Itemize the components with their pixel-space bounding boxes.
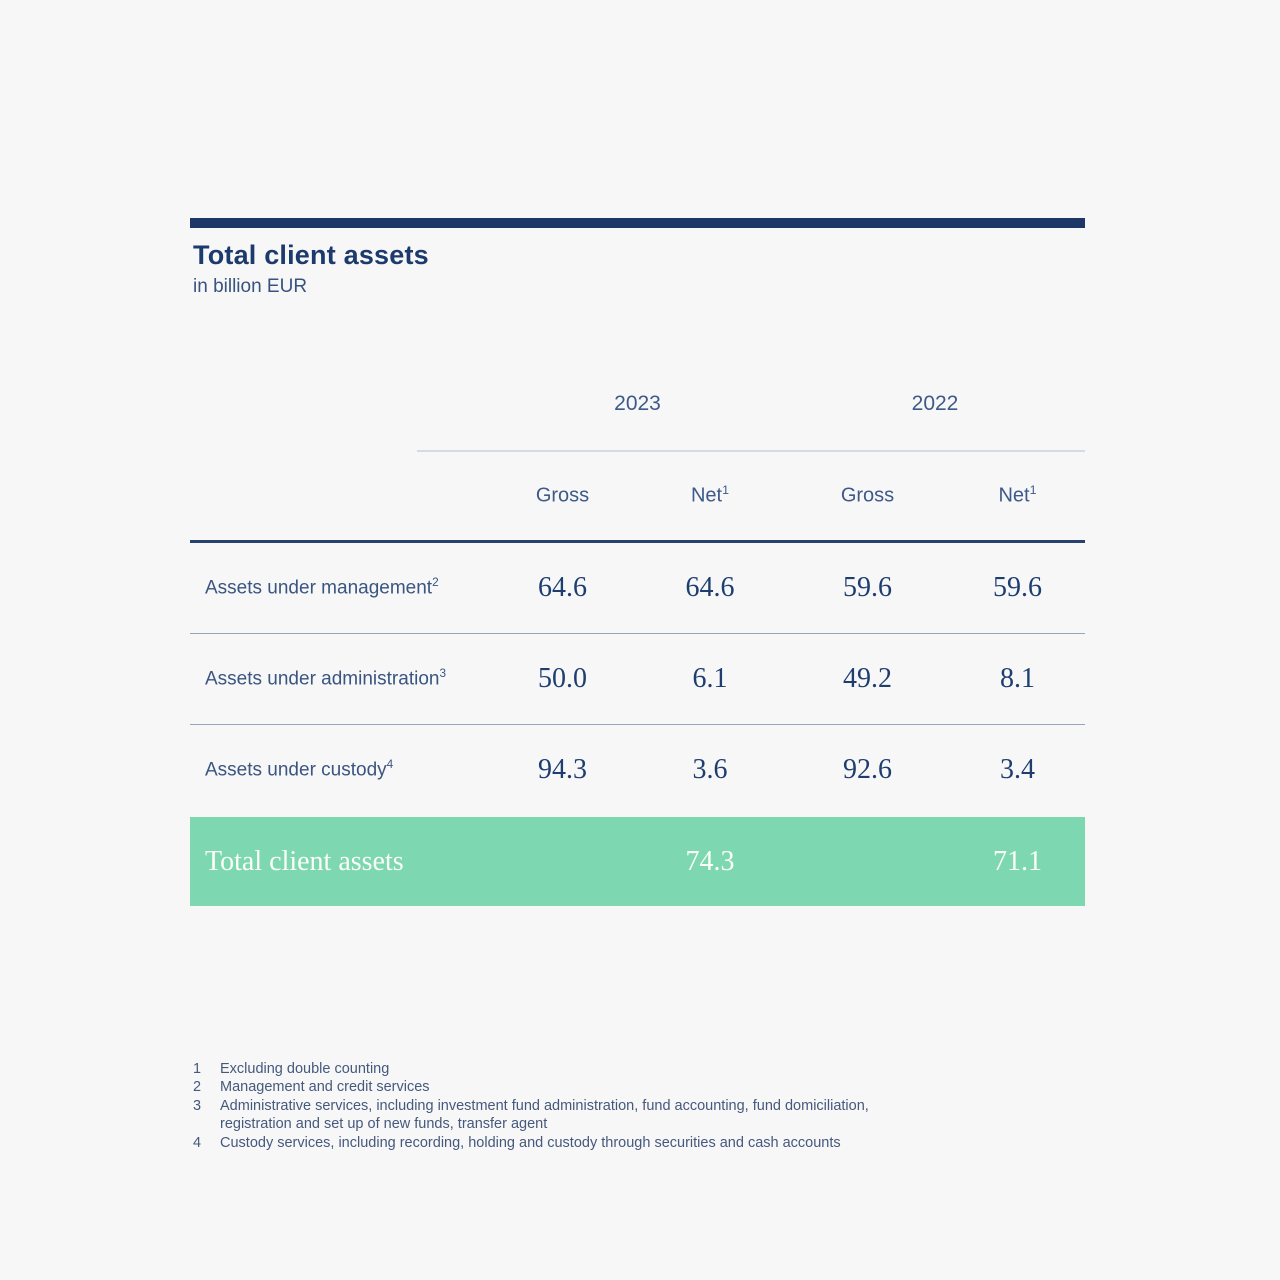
total-net-2022: 71.1: [993, 845, 1042, 877]
row-label-text: Assets under administration: [205, 668, 440, 690]
table-row-assets-under-administration: Assets under administration3 50.0 6.1 49…: [190, 634, 1085, 725]
footnote-3: 3 Administrative services, including inv…: [193, 1097, 913, 1134]
cell-gross-2022: 59.6: [843, 572, 892, 603]
column-header-label: Gross: [840, 484, 895, 507]
cell-net-2022: 59.6: [993, 572, 1042, 603]
page-title: Total client assets: [193, 240, 429, 270]
footnote-number: 3: [193, 1097, 202, 1114]
page-subtitle: in billion EUR: [193, 276, 308, 297]
cell-gross-2023: 64.6: [538, 572, 587, 603]
footnote-text: Custody services, including recording, h…: [220, 1134, 841, 1151]
cell-net-2023: 64.6: [685, 572, 735, 603]
footnote-marker: 1: [1029, 482, 1037, 497]
cell-gross-2023: 94.3: [538, 754, 587, 785]
row-label: Assets under administration3: [190, 667, 490, 690]
total-net-2023: 74.3: [685, 845, 735, 877]
cell-gross-2023: 50.0: [538, 663, 587, 694]
cell-gross-2022: 49.2: [843, 663, 892, 694]
year-column-2023: 2023: [614, 392, 661, 415]
row-label: Assets under custody4: [190, 758, 490, 781]
footnote-number: 2: [193, 1079, 202, 1096]
footnote-text: Administrative services, including inves…: [220, 1097, 869, 1133]
accent-bar: [190, 218, 1085, 228]
footnote-1: 1 Excluding double counting: [193, 1060, 913, 1078]
footnote-number: 1: [193, 1061, 202, 1077]
column-header-gross-2023: Gross: [490, 483, 635, 508]
year-header-row: 2023 2022: [190, 380, 1085, 452]
column-header-net-2023: Net1: [635, 483, 785, 508]
row-label-text: Assets under custody: [205, 759, 387, 781]
client-assets-table: 2023 2022 Gross Net1 Gross Net1 Assets u…: [190, 380, 1085, 815]
cell-net-2022: 3.4: [1000, 754, 1035, 785]
footnote-marker: 4: [386, 758, 394, 772]
footnote-2: 2 Management and credit services: [193, 1078, 913, 1096]
footnote-marker: 3: [439, 667, 446, 681]
row-label-text: Assets under management: [205, 577, 433, 599]
total-row: Total client assets 74.3 71.1: [190, 817, 1085, 906]
footnote-text: Excluding double counting: [220, 1061, 390, 1077]
column-header-row: Gross Net1 Gross Net1: [190, 450, 1085, 543]
total-row-label: Total client assets: [205, 845, 404, 877]
table-row-assets-under-custody: Assets under custody4 94.3 3.6 92.6 3.4: [190, 725, 1085, 815]
column-header-net-2022: Net1: [950, 483, 1085, 508]
cell-net-2023: 6.1: [692, 663, 728, 694]
footnote-text: Management and credit services: [220, 1079, 430, 1096]
row-label: Assets under management2: [190, 576, 490, 599]
year-column-2022: 2022: [911, 392, 959, 415]
footnotes: 1 Excluding double counting 2 Management…: [193, 1060, 913, 1152]
footnote-marker: 2: [432, 576, 439, 590]
cell-net-2023: 3.6: [692, 754, 728, 785]
column-header-label: Net: [998, 484, 1030, 507]
column-header-label: Net: [690, 484, 723, 507]
column-header-gross-2022: Gross: [785, 483, 950, 508]
column-header-label: Gross: [535, 484, 590, 507]
year-underline: [417, 450, 1085, 452]
footnote-number: 4: [193, 1134, 202, 1151]
table-row-assets-under-management: Assets under management2 64.6 64.6 59.6 …: [190, 543, 1085, 634]
cell-net-2022: 8.1: [1000, 663, 1035, 694]
cell-gross-2022: 92.6: [843, 754, 892, 785]
footnote-marker: 1: [722, 482, 730, 497]
footnote-4: 4 Custody services, including recording,…: [193, 1134, 913, 1152]
